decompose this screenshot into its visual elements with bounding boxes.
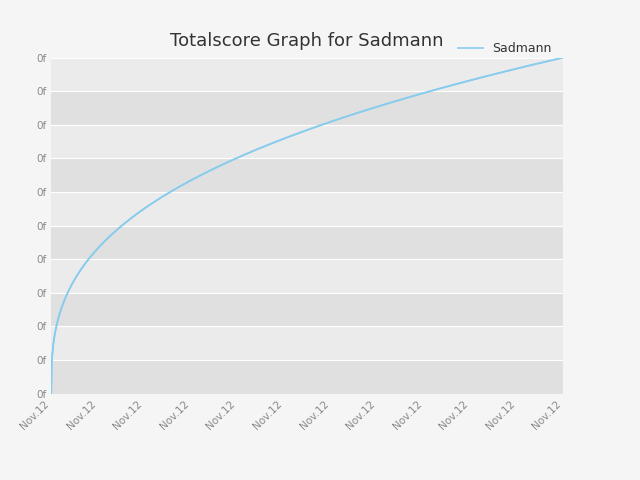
Sadmann <box>100 240 108 245</box>
Bar <box>51 259 563 293</box>
Bar <box>51 360 563 394</box>
Sadmann <box>47 391 55 396</box>
Bar <box>51 158 563 192</box>
Sadmann <box>399 96 406 102</box>
Sadmann <box>273 139 280 144</box>
Bar <box>51 192 563 226</box>
Bar <box>51 226 563 259</box>
Sadmann <box>447 83 454 88</box>
Bar <box>51 125 563 158</box>
Bar <box>51 91 563 125</box>
Sadmann <box>456 80 463 86</box>
Title: Totalscore Graph for Sadmann: Totalscore Graph for Sadmann <box>170 33 444 50</box>
Bar <box>51 58 563 91</box>
Line: Sadmann: Sadmann <box>51 58 563 394</box>
Sadmann <box>559 55 567 60</box>
Sadmann <box>255 146 262 152</box>
Bar <box>51 326 563 360</box>
Legend: Sadmann: Sadmann <box>452 37 557 60</box>
Bar <box>51 293 563 326</box>
